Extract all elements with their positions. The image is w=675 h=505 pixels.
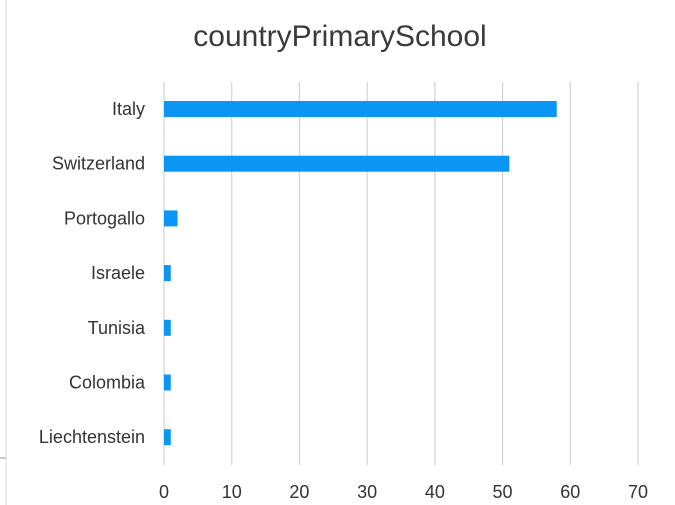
bar-tunisia	[164, 319, 171, 336]
bars	[164, 101, 557, 446]
category-label: Liechtenstein	[39, 427, 145, 447]
x-tick-label: 50	[493, 482, 513, 502]
x-tick-label: 10	[222, 482, 242, 502]
bar-israele	[164, 265, 171, 282]
category-label: Portogallo	[64, 208, 145, 228]
category-label: Colombia	[69, 373, 146, 393]
category-labels: Italy Switzerland Portogallo Israele Tunisia…	[39, 99, 146, 447]
bar-colombia	[164, 374, 171, 391]
category-label: Switzerland	[52, 154, 145, 174]
category-label: Israele	[91, 263, 145, 283]
x-tick-labels: 0 10 20 30 40 50 60 70	[159, 482, 648, 502]
x-tick-label: 40	[425, 482, 445, 502]
x-tick-label: 20	[289, 482, 309, 502]
x-tick-label: 70	[628, 482, 648, 502]
category-label: Tunisia	[88, 318, 146, 338]
x-tick-label: 30	[357, 482, 377, 502]
chart-title: countryPrimarySchool	[193, 20, 486, 53]
bar-switzerland	[164, 155, 510, 172]
x-tick-label: 60	[560, 482, 580, 502]
bar-italy	[164, 101, 557, 117]
bar-liechtenstein	[164, 429, 171, 446]
gridlines	[163, 82, 639, 465]
x-tick-label: 0	[159, 482, 169, 502]
category-label: Italy	[112, 99, 145, 119]
bar-portogallo	[164, 210, 178, 227]
